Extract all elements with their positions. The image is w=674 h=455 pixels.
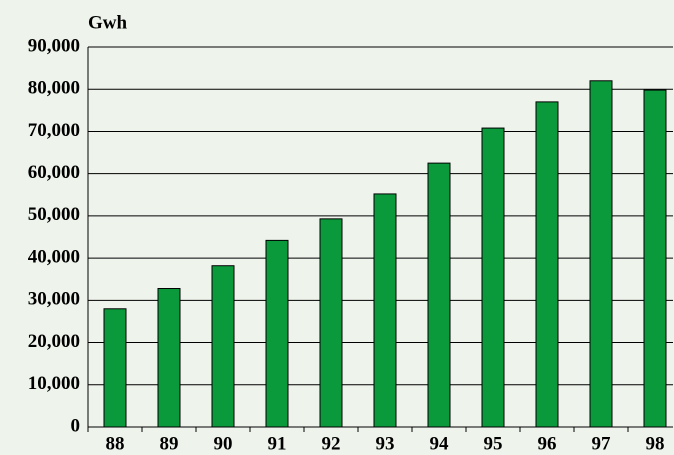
x-tick-label: 97 bbox=[592, 433, 612, 454]
y-tick-label: 70,000 bbox=[28, 120, 80, 141]
bar bbox=[157, 288, 181, 428]
bar bbox=[643, 89, 667, 428]
bar bbox=[481, 127, 505, 428]
x-tick-label: 89 bbox=[160, 433, 179, 454]
y-tick-label: 30,000 bbox=[28, 289, 80, 310]
x-tick-label: 90 bbox=[214, 433, 233, 454]
y-tick-label: 50,000 bbox=[28, 204, 80, 225]
bar bbox=[265, 239, 289, 428]
y-tick-label: 80,000 bbox=[28, 78, 80, 99]
y-tick-label: 20,000 bbox=[28, 331, 80, 352]
bar bbox=[319, 218, 343, 428]
x-tick-label: 95 bbox=[484, 433, 503, 454]
bar bbox=[103, 308, 127, 428]
y-axis-label: Gwh bbox=[88, 12, 128, 33]
y-tick-label: 90,000 bbox=[28, 35, 80, 56]
x-tick-label: 88 bbox=[106, 433, 125, 454]
x-tick-label: 93 bbox=[376, 433, 395, 454]
bar bbox=[427, 162, 451, 428]
bar bbox=[211, 265, 235, 428]
x-tick-label: 96 bbox=[538, 433, 557, 454]
bar bbox=[373, 193, 397, 428]
y-tick-label: 40,000 bbox=[28, 246, 80, 267]
y-tick-label: 0 bbox=[71, 415, 81, 436]
x-tick-label: 91 bbox=[268, 433, 287, 454]
bar bbox=[535, 101, 559, 428]
x-tick-label: 92 bbox=[322, 433, 341, 454]
x-tick-label: 94 bbox=[430, 433, 450, 454]
y-tick-label: 60,000 bbox=[28, 162, 80, 183]
y-tick-label: 10,000 bbox=[28, 373, 80, 394]
bar bbox=[589, 80, 613, 428]
x-tick-label: 98 bbox=[646, 433, 665, 454]
